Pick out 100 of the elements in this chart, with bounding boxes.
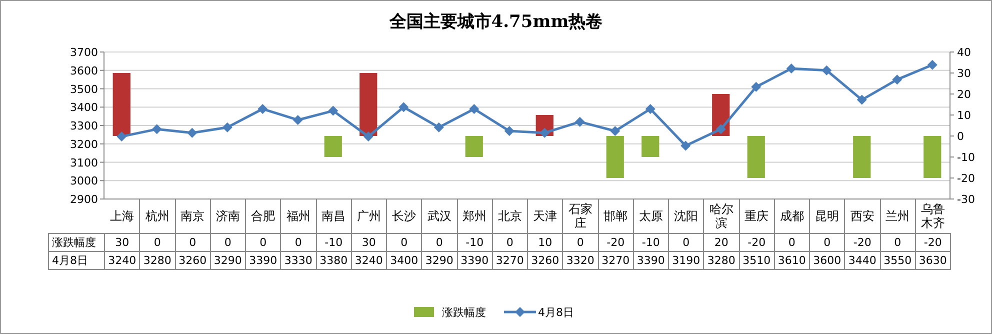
x-tick-label: 邯郸 xyxy=(598,199,634,233)
bar xyxy=(853,136,871,178)
x-tick-label: 乌鲁木齐 xyxy=(915,199,950,233)
data-label: 30 xyxy=(104,233,140,251)
point xyxy=(540,128,550,138)
bar xyxy=(924,136,942,178)
data-label: 3280 xyxy=(140,251,175,269)
legend-label: 涨跌幅度 xyxy=(442,306,486,319)
y-tick-label: 3400 xyxy=(70,101,98,114)
point xyxy=(398,102,409,112)
data-label: 0 xyxy=(140,233,175,251)
x-tick-label: 武汉 xyxy=(422,199,457,233)
y2-tick-label: 10 xyxy=(957,109,971,122)
y-tick-label: 3700 xyxy=(70,46,98,59)
y2-tick-label: 0 xyxy=(957,130,964,143)
x-tick-label: 昆明 xyxy=(810,199,845,233)
y2-tick-label: -10 xyxy=(957,151,975,164)
point xyxy=(645,104,656,114)
data-label: 0 xyxy=(175,233,210,251)
bar xyxy=(465,136,483,157)
x-tick-label: 合肥 xyxy=(246,199,281,233)
bar xyxy=(747,136,765,178)
x-tick-label: 成都 xyxy=(774,199,810,233)
point xyxy=(434,122,444,132)
text: 涨跌幅度 xyxy=(52,236,96,248)
data-label: 0 xyxy=(280,233,316,251)
y2-tick-label: 20 xyxy=(957,88,971,101)
point xyxy=(258,104,268,114)
data-label: 0 xyxy=(668,233,704,251)
x-tick-label: 天津 xyxy=(528,199,563,233)
point xyxy=(574,116,585,127)
x-tick-label: 哈尔滨 xyxy=(704,199,739,233)
y-tick-label: 3500 xyxy=(70,82,98,96)
y2-tick-label: -20 xyxy=(957,172,975,185)
data-label: 0 xyxy=(810,233,845,251)
point xyxy=(856,94,867,105)
y-tick-label: 3300 xyxy=(70,120,98,132)
data-label: 3330 xyxy=(280,251,316,269)
x-tick-label: 南昌 xyxy=(316,199,352,233)
x-tick-label: 沈阳 xyxy=(668,199,704,233)
point xyxy=(716,124,726,134)
data-label: 3440 xyxy=(844,251,880,269)
data-label: 3380 xyxy=(316,251,352,269)
x-tick-label: 北京 xyxy=(492,199,528,233)
data-label: 3320 xyxy=(562,251,598,269)
data-label: 3390 xyxy=(246,251,281,269)
x-tick-label: 兰州 xyxy=(880,199,916,233)
x-tick-label: 长沙 xyxy=(386,199,422,233)
data-label: 0 xyxy=(880,233,916,251)
text: 4月8日 xyxy=(52,254,88,266)
data-label: 3260 xyxy=(528,251,563,269)
x-tick-label: 广州 xyxy=(351,199,386,233)
x-tick-label: 西安 xyxy=(844,199,880,233)
data-label: 3240 xyxy=(104,251,140,269)
point xyxy=(927,60,938,70)
data-label: 3270 xyxy=(598,251,634,269)
x-tick-label: 济南 xyxy=(210,199,246,233)
x-tick-label: 郑州 xyxy=(457,199,492,233)
data-label: 3280 xyxy=(704,251,739,269)
data-label: 3390 xyxy=(457,251,492,269)
point xyxy=(504,126,514,136)
point xyxy=(187,128,198,138)
chart-title: 全国主要城市4.75mm热卷 xyxy=(388,12,603,32)
bar xyxy=(606,136,624,178)
data-label: 0 xyxy=(210,233,246,251)
point xyxy=(892,74,902,85)
y-tick-label: 3100 xyxy=(70,156,98,170)
data-label: 30 xyxy=(351,233,386,251)
bar xyxy=(360,73,378,136)
data-label: 3400 xyxy=(386,251,422,269)
data-label: 3600 xyxy=(810,251,845,269)
point xyxy=(680,140,691,151)
x-tick-label: 南京 xyxy=(175,199,210,233)
point xyxy=(751,82,762,92)
data-label: 10 xyxy=(528,233,563,251)
x-tick-label: 太原 xyxy=(633,199,668,233)
data-label: 3290 xyxy=(210,251,246,269)
data-label: 0 xyxy=(422,233,457,251)
bar xyxy=(324,136,342,157)
bar xyxy=(642,136,660,157)
point xyxy=(292,114,303,125)
x-tick-label: 上海 xyxy=(104,199,140,233)
data-label: -20 xyxy=(739,233,774,251)
data-label: 0 xyxy=(774,233,810,251)
data-label: 3290 xyxy=(422,251,457,269)
x-tick-label: 重庆 xyxy=(739,199,774,233)
x-tick-label: 杭州 xyxy=(140,199,175,233)
data-label: 3270 xyxy=(492,251,528,269)
data-label: 0 xyxy=(562,233,598,251)
y2-tick-label: 30 xyxy=(957,67,971,80)
point xyxy=(786,64,796,74)
data-label: -10 xyxy=(633,233,668,251)
data-label: 3550 xyxy=(880,251,916,269)
data-label: 20 xyxy=(704,233,739,251)
data-label: -20 xyxy=(598,233,634,251)
x-tick-label: 石家庄 xyxy=(562,199,598,233)
y-tick-label: 2900 xyxy=(70,193,98,206)
bar xyxy=(112,73,130,136)
point xyxy=(152,124,162,134)
y-tick-label: 3000 xyxy=(70,174,98,188)
